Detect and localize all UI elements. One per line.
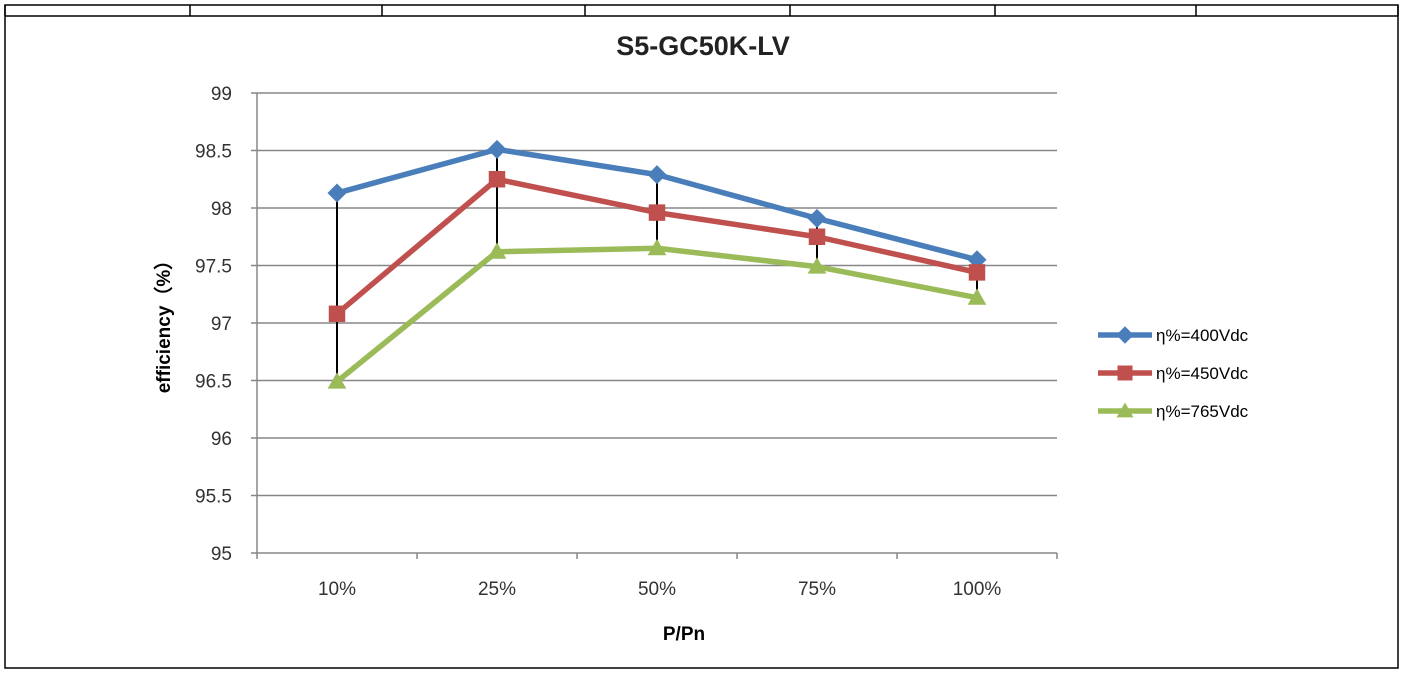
data-point-s0-0: [327, 183, 347, 203]
y-tick-label: 98.5: [195, 142, 232, 163]
legend-label: η%=400Vdc: [1156, 326, 1249, 345]
legend-marker-1: [1117, 365, 1133, 381]
y-tick-label: 99: [211, 84, 232, 105]
legend-marker-0: [1116, 326, 1134, 344]
y-tick-label: 95: [211, 544, 232, 565]
x-axis-ticks: 10% 25% 50% 75% 100%: [256, 553, 1058, 600]
series-line-2: [334, 245, 980, 385]
gridlines: [251, 92, 1057, 554]
data-point-s0-1: [487, 139, 507, 159]
data-point-s2-4: [967, 288, 987, 305]
x-tick-label: 100%: [953, 579, 1002, 600]
series-lines: [327, 139, 987, 389]
data-point-s1-0: [328, 305, 346, 323]
data-point-s2-0: [327, 372, 347, 389]
y-tick-label: 96: [211, 429, 232, 450]
data-point-s1-3: [808, 228, 826, 245]
y-tick-label: 98: [211, 199, 232, 220]
legend-label: η%=450Vdc: [1156, 364, 1249, 383]
data-point-s2-2: [647, 238, 667, 256]
x-tick-label: 10%: [318, 579, 356, 600]
legend: η%=400Vdc η%=450Vdc η%=765Vdc: [1098, 326, 1249, 421]
x-tick-label: 75%: [798, 579, 836, 600]
top-table-row-dividers: [4, 5, 1399, 17]
y-tick-label: 97.5: [195, 257, 232, 278]
data-point-s2-1: [487, 242, 507, 259]
chart-title: S5-GC50K-LV: [616, 31, 790, 61]
legend-marker-2: [1116, 402, 1134, 418]
y-axis-ticks: 95 95.5 96 96.5 97 97.5 98 98.5 99: [195, 84, 232, 565]
data-point-s0-3: [807, 208, 827, 228]
x-tick-label: 50%: [638, 579, 676, 600]
y-tick-label: 97: [211, 314, 232, 335]
x-axis-title: P/Pn: [663, 624, 705, 645]
data-point-s0-2: [647, 165, 667, 185]
y-tick-label: 95.5: [195, 487, 232, 508]
data-point-s1-4: [968, 264, 986, 281]
y-axis-title: efficiency（%）: [152, 251, 175, 394]
legend-label: η%=765Vdc: [1156, 402, 1249, 421]
y-tick-label: 96.5: [195, 372, 232, 393]
data-point-s1-2: [648, 204, 666, 221]
data-point-s1-1: [488, 171, 506, 188]
data-point-s2-3: [807, 257, 827, 274]
x-tick-label: 25%: [478, 579, 516, 600]
outer-border: [4, 4, 1399, 669]
